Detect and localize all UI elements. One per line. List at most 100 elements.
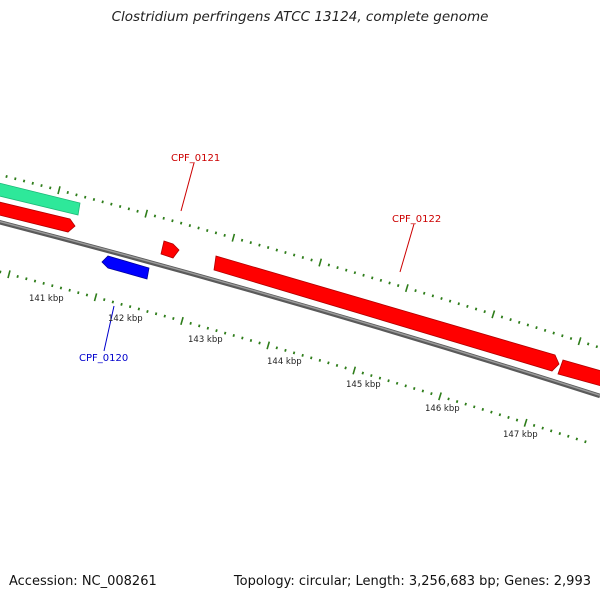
accession-label: Accession: NC_008261	[9, 574, 157, 589]
minor-tick	[362, 273, 365, 277]
minor-tick	[395, 381, 399, 385]
minor-tick	[448, 299, 452, 303]
minor-tick	[163, 314, 166, 318]
major-tick	[491, 310, 496, 319]
minor-tick	[455, 400, 459, 404]
gene-arrow-red-right[interactable]	[557, 359, 600, 387]
minor-tick	[68, 288, 71, 292]
minor-tick	[92, 197, 96, 201]
minor-tick	[414, 289, 417, 293]
minor-tick	[188, 224, 192, 228]
minor-tick	[146, 309, 149, 313]
minor-tick	[284, 348, 287, 352]
minor-tick	[179, 221, 183, 225]
minor-tick	[353, 271, 357, 275]
minor-tick	[567, 434, 570, 438]
minor-tick	[127, 207, 131, 211]
minor-tick	[171, 219, 174, 223]
minor-tick	[421, 389, 425, 393]
minor-tick	[162, 216, 165, 220]
minor-tick	[430, 392, 433, 396]
minor-tick	[388, 281, 391, 285]
gene-arrow-cpf0121[interactable]	[160, 240, 180, 259]
minor-tick	[509, 318, 512, 322]
major-tick	[266, 341, 271, 350]
minor-tick	[0, 270, 2, 274]
minor-tick	[110, 202, 113, 206]
minor-tick	[473, 405, 476, 409]
gene-feature-teal[interactable]	[0, 182, 81, 216]
gene-arrow-cpf0122[interactable]	[213, 255, 560, 372]
scale-label-145kbp: 145 kbp	[346, 380, 381, 390]
minor-tick	[153, 214, 157, 218]
minor-tick	[526, 323, 530, 327]
map-title: Clostridium perfringens ATCC 13124, comp…	[111, 9, 489, 25]
minor-tick	[49, 186, 52, 190]
major-tick	[438, 392, 442, 401]
minor-tick	[84, 195, 87, 199]
minor-tick	[101, 200, 104, 204]
gene-arrow-cpf0120[interactable]	[101, 255, 150, 280]
gene-arrow-red-left[interactable]	[0, 201, 76, 233]
minor-tick	[5, 174, 8, 178]
minor-tick	[466, 304, 469, 308]
minor-tick	[543, 328, 547, 332]
minor-tick	[335, 363, 339, 367]
minor-tick	[215, 329, 218, 333]
minor-tick	[327, 361, 330, 365]
minor-tick	[378, 376, 382, 380]
major-tick	[144, 209, 149, 218]
minor-tick	[103, 298, 106, 302]
minor-tick	[464, 402, 467, 406]
minor-tick	[232, 334, 235, 338]
minor-tick	[258, 341, 261, 345]
minor-tick	[206, 326, 210, 330]
minor-tick	[387, 379, 390, 383]
minor-tick	[77, 291, 80, 295]
minor-tick	[345, 268, 348, 272]
minor-tick	[552, 331, 555, 335]
major-tick	[180, 316, 184, 326]
minor-tick	[447, 397, 450, 401]
minor-tick	[31, 181, 34, 185]
minor-tick	[59, 286, 63, 290]
major-tick	[57, 186, 61, 195]
minor-tick	[249, 241, 252, 245]
minor-tick	[85, 293, 89, 297]
minor-tick	[266, 246, 270, 250]
leader-cpf0120	[103, 305, 115, 352]
minor-tick	[440, 297, 443, 300]
minor-tick	[22, 179, 26, 183]
minor-tick	[490, 410, 493, 414]
minor-tick	[500, 315, 504, 319]
minor-tick	[223, 233, 226, 237]
minor-tick	[561, 334, 564, 338]
minor-tick	[172, 317, 175, 321]
minor-tick	[197, 226, 200, 230]
inner-tick-track	[0, 270, 587, 444]
minor-tick	[404, 384, 407, 388]
minor-tick	[575, 437, 579, 441]
label-cpf0121: CPF_0121	[171, 153, 220, 164]
major-tick	[577, 337, 582, 346]
minor-tick	[310, 356, 313, 360]
minor-tick	[206, 228, 209, 232]
minor-tick	[275, 248, 279, 252]
leader-cpf0121	[180, 162, 195, 212]
minor-tick	[457, 302, 460, 306]
label-cpf0120: CPF_0120	[79, 353, 128, 364]
minor-tick	[361, 371, 365, 375]
major-tick	[352, 366, 357, 375]
minor-tick	[198, 324, 201, 328]
minor-tick	[336, 266, 339, 270]
minor-tick	[292, 351, 296, 355]
minor-tick	[310, 258, 313, 262]
minor-tick	[137, 307, 141, 311]
major-tick	[318, 258, 323, 267]
minor-tick	[275, 346, 279, 350]
minor-tick	[507, 415, 510, 419]
scale-label-144kbp: 144 kbp	[267, 357, 302, 367]
minor-tick	[292, 253, 296, 257]
minor-tick	[14, 177, 17, 181]
